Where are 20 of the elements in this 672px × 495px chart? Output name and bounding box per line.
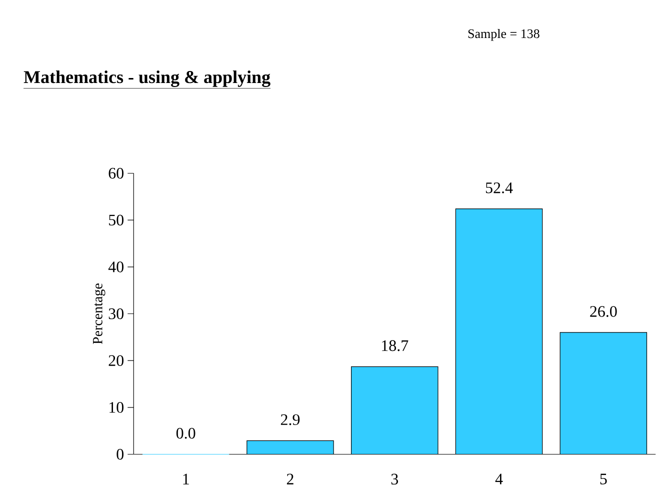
x-tick-label: 3 bbox=[391, 474, 398, 485]
data-label: 52.4 bbox=[486, 182, 513, 194]
y-tick-label: 0 bbox=[116, 448, 124, 460]
data-label: 2.9 bbox=[280, 414, 300, 426]
y-tick-label: 50 bbox=[109, 214, 124, 226]
y-axis-title: Percentage bbox=[93, 284, 106, 344]
x-tick-label: 1 bbox=[183, 474, 189, 484]
data-label: 18.7 bbox=[382, 340, 408, 352]
data-label: 0.0 bbox=[176, 428, 196, 439]
x-tick-label: 4 bbox=[495, 474, 503, 484]
y-tick-label: 60 bbox=[108, 168, 124, 179]
data-label: 26.0 bbox=[590, 306, 617, 317]
y-tick-label: 30 bbox=[108, 308, 124, 320]
y-tick-label: 10 bbox=[110, 402, 124, 413]
text: Sample = 138 bbox=[468, 28, 540, 41]
x-tick-label: 2 bbox=[286, 474, 294, 484]
y-tick-label: 40 bbox=[108, 262, 124, 272]
y-tick-label: 20 bbox=[108, 355, 124, 366]
chart-title: Mathematics - using & applying bbox=[24, 70, 270, 87]
x-tick-label: 5 bbox=[600, 474, 607, 484]
